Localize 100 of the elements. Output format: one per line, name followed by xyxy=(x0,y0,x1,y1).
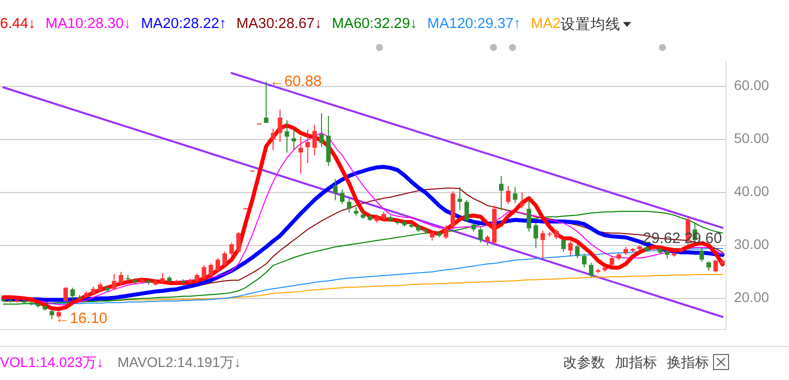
candlestick xyxy=(340,189,345,204)
annotation: ←16.10 xyxy=(54,310,108,328)
candlestick xyxy=(292,128,296,150)
candlestick xyxy=(188,278,192,284)
candlestick xyxy=(637,244,642,252)
candlestick xyxy=(706,260,711,272)
candlestick xyxy=(381,211,386,220)
candlestick xyxy=(561,237,566,252)
candlestick xyxy=(492,205,497,244)
candlestick xyxy=(153,278,158,286)
candlestick xyxy=(112,273,116,290)
candlestick xyxy=(678,247,684,253)
candlestick xyxy=(540,230,546,259)
text: 改参数 xyxy=(563,354,605,372)
candlestick xyxy=(216,258,220,272)
candlestick xyxy=(534,222,538,248)
text: MA60:32.29↓ xyxy=(332,16,418,32)
candlestick xyxy=(222,251,227,266)
candlestick xyxy=(664,249,670,260)
candlestick xyxy=(700,247,704,262)
y-tick-label: 50.00 xyxy=(734,130,770,146)
candlestick xyxy=(104,284,110,292)
text: MA120:29.37↑ xyxy=(427,16,521,32)
candlestick xyxy=(50,308,54,320)
candlestick xyxy=(36,302,40,308)
candlestick xyxy=(402,219,407,228)
text: 6.44↓ xyxy=(0,16,36,32)
candlestick xyxy=(229,242,234,256)
candlestick xyxy=(167,276,172,283)
candlestick xyxy=(354,206,358,216)
annotation: ←60.88 xyxy=(269,72,322,90)
candlestick xyxy=(15,298,20,304)
candlestick xyxy=(588,262,594,278)
candlestick xyxy=(464,199,469,222)
candlestick xyxy=(430,231,434,242)
candlestick xyxy=(368,213,372,222)
candlestick xyxy=(1,298,6,303)
candlestick xyxy=(160,272,165,284)
candlestick xyxy=(388,215,393,222)
candlestick xyxy=(546,232,552,238)
text: MA2 xyxy=(530,16,561,32)
candlestick xyxy=(333,178,338,201)
candlestick xyxy=(672,252,676,257)
candlestick xyxy=(42,304,48,312)
text: 换指标 xyxy=(667,354,709,372)
text: 加指标 xyxy=(615,354,657,372)
candlestick xyxy=(326,115,331,166)
candlestick xyxy=(478,226,483,244)
candlestick xyxy=(305,129,310,164)
candlestick xyxy=(436,230,442,238)
candlestick xyxy=(278,109,282,142)
candlestick xyxy=(132,278,138,284)
candlestick xyxy=(616,252,622,261)
candlestick xyxy=(84,290,89,298)
candlestick xyxy=(139,277,144,284)
candlestick xyxy=(91,286,96,296)
y-tick-label: 40.00 xyxy=(734,183,770,200)
y-tick-label: 30.00 xyxy=(734,236,770,252)
candlestick xyxy=(202,264,206,280)
candlestick xyxy=(194,272,200,282)
candlestick xyxy=(485,234,490,246)
candlestick xyxy=(180,278,186,284)
candlestick xyxy=(236,232,241,254)
text: MA20:28.22↑ xyxy=(140,16,226,32)
candlestick xyxy=(319,112,324,148)
candlestick xyxy=(610,255,614,268)
candlestick xyxy=(126,274,130,282)
candlestick xyxy=(499,175,504,211)
candlestick xyxy=(28,301,34,306)
candlestick xyxy=(526,200,532,232)
text: 设置均线 xyxy=(560,16,621,34)
text: MA30:28.67↓ xyxy=(236,16,322,32)
text: MAVOL2:14.191万↓ xyxy=(118,354,241,372)
candlestick xyxy=(458,186,462,211)
candlestick xyxy=(174,279,179,284)
candlestick xyxy=(56,310,62,318)
candlestick xyxy=(70,287,75,300)
candlestick xyxy=(22,299,26,304)
candlestick xyxy=(270,128,276,150)
candlestick xyxy=(63,288,68,303)
candlestick xyxy=(630,247,635,253)
candlestick xyxy=(644,245,649,252)
candlestick xyxy=(651,246,656,252)
y-tick-label: 60.00 xyxy=(734,77,770,94)
candlestick xyxy=(512,186,518,204)
candlestick xyxy=(409,222,414,228)
candlestick xyxy=(416,224,421,233)
text: VOL1:14.023万↓ xyxy=(0,354,104,372)
candlestick xyxy=(374,214,380,224)
candlestick xyxy=(520,192,524,209)
candlestick xyxy=(713,259,718,273)
candlestick xyxy=(360,210,366,220)
candlestick xyxy=(77,294,82,300)
candlestick xyxy=(450,190,456,230)
candlestick xyxy=(568,240,573,256)
candlestick xyxy=(395,218,400,226)
candlestick xyxy=(146,278,151,286)
candlestick xyxy=(422,227,428,234)
candlestick xyxy=(554,228,559,240)
candlestick xyxy=(346,198,352,213)
